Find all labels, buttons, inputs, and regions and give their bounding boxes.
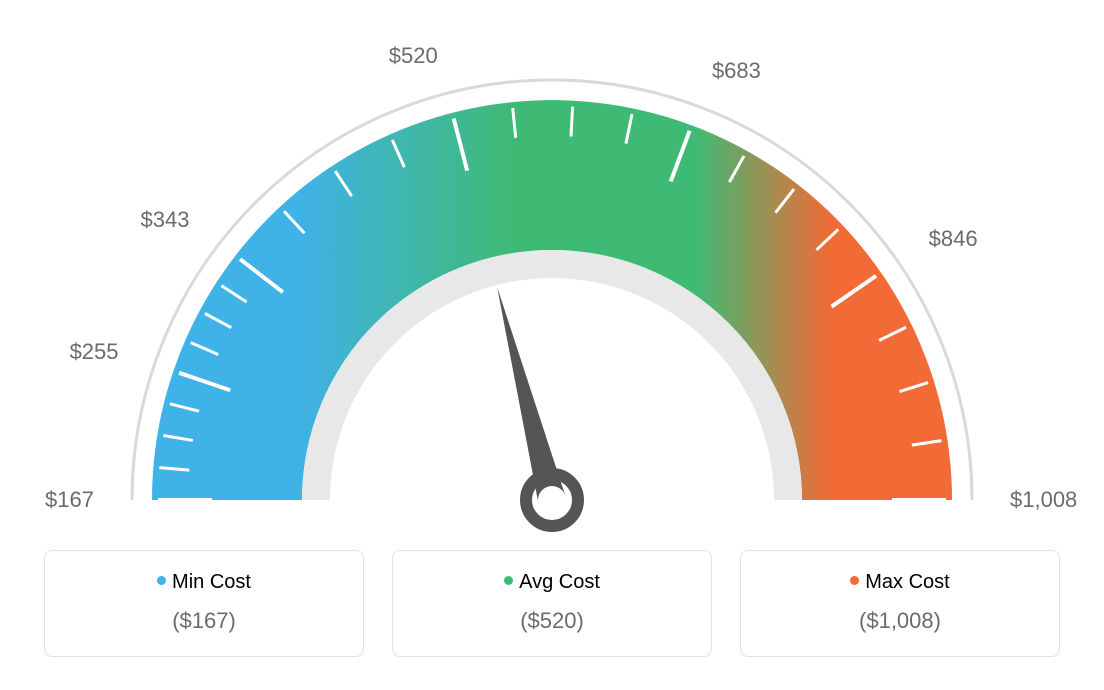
gauge-tick-label: $520 (389, 43, 438, 69)
legend-title-min: Min Cost (55, 571, 353, 594)
legend-value-avg: ($520) (403, 608, 701, 634)
gauge-svg (0, 0, 1104, 540)
legend-value-max: ($1,008) (751, 608, 1049, 634)
legend-title-max: Max Cost (751, 571, 1049, 594)
gauge-tick-label: $343 (141, 207, 190, 233)
dot-icon (504, 576, 513, 585)
gauge-tick-label: $846 (929, 226, 978, 252)
gauge-tick-label: $255 (70, 339, 119, 365)
legend-label: Avg Cost (519, 571, 600, 593)
legend-value-min: ($167) (55, 608, 353, 634)
legend-card-avg: Avg Cost ($520) (392, 550, 712, 657)
legend-card-max: Max Cost ($1,008) (740, 550, 1060, 657)
legend-title-avg: Avg Cost (403, 571, 701, 594)
legend-card-min: Min Cost ($167) (44, 550, 364, 657)
dot-icon (850, 576, 859, 585)
legend-row: Min Cost ($167) Avg Cost ($520) Max Cost… (0, 550, 1104, 657)
dot-icon (157, 576, 166, 585)
gauge-tick-label: $167 (45, 487, 94, 513)
legend-label: Min Cost (172, 571, 251, 593)
legend-label: Max Cost (865, 571, 949, 593)
gauge-tick-label: $683 (712, 58, 761, 84)
gauge-tick-label: $1,008 (1010, 487, 1077, 513)
gauge-chart: $167 $255 $343 $520 $683 $846 $1,008 (0, 0, 1104, 540)
